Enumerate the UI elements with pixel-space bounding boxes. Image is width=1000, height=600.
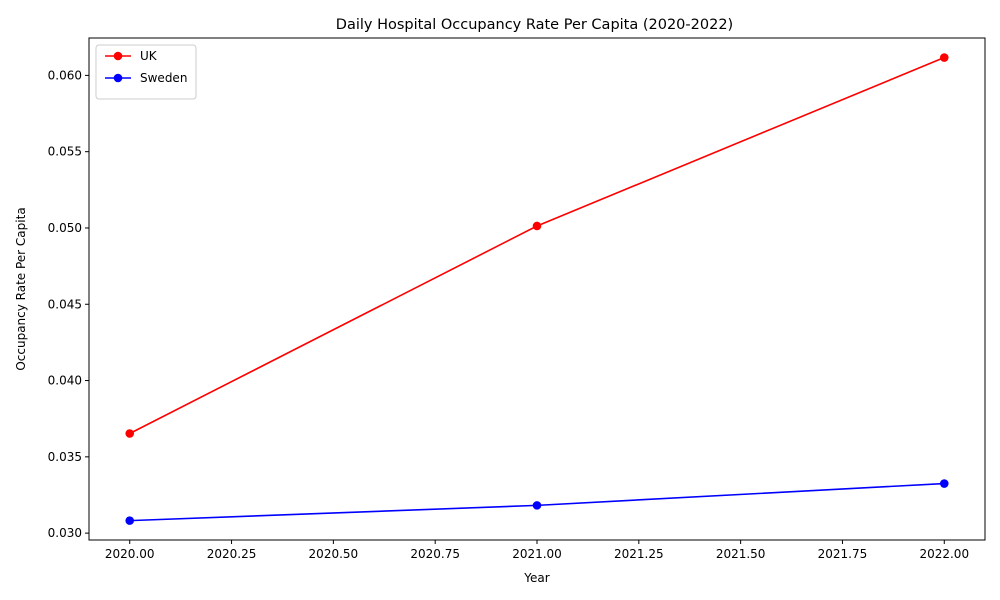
data-point-uk xyxy=(532,221,542,231)
x-axis: 2020.00 2020.25 2020.50 2020.75 2021.00 2021.… xyxy=(105,540,969,561)
legend-swatch-marker xyxy=(113,51,123,61)
data-point-sweden xyxy=(125,516,135,525)
x-tick-label: 2021.50 xyxy=(716,547,766,561)
series-layer xyxy=(125,53,949,525)
y-axis-title: Occupancy Rate Per Capita xyxy=(14,207,28,370)
data-point-sweden xyxy=(939,479,949,488)
y-tick-label: 0.035 xyxy=(48,450,82,464)
y-tick-label: 0.045 xyxy=(48,297,82,311)
legend-swatch-marker xyxy=(113,73,123,83)
x-tick-label: 2020.75 xyxy=(410,547,460,561)
y-tick-label: 0.050 xyxy=(48,221,82,235)
legend-label: Sweden xyxy=(140,71,187,85)
series-line-uk xyxy=(129,56,945,435)
data-point-uk xyxy=(939,53,949,62)
x-tick-label: 2022.00 xyxy=(919,547,969,561)
y-tick-label: 0.055 xyxy=(48,145,82,159)
x-tick-label: 2021.75 xyxy=(818,547,868,561)
data-point-sweden xyxy=(532,501,542,510)
x-tick-label: 2021.25 xyxy=(614,547,664,561)
y-tick-label: 0.060 xyxy=(48,68,82,82)
legend: UK Sweden xyxy=(95,44,197,100)
x-tick-label: 2020.00 xyxy=(105,547,155,561)
chart-title: Daily Hospital Occupancy Rate Per Capita… xyxy=(336,17,733,33)
y-tick-label: 0.040 xyxy=(48,374,82,388)
x-tick-label: 2021.00 xyxy=(512,547,562,561)
data-point-uk xyxy=(125,429,135,438)
plot-area xyxy=(88,37,986,541)
legend-label: UK xyxy=(140,49,158,63)
x-tick-label: 2020.25 xyxy=(207,547,257,561)
y-axis: 0.030 0.035 0.040 0.045 0.050 0.055 0.060 xyxy=(48,68,89,540)
x-tick-label: 2020.50 xyxy=(309,547,359,561)
plot-frame xyxy=(88,37,986,541)
y-tick-label: 0.030 xyxy=(48,526,82,540)
x-axis-title: Year xyxy=(523,571,549,585)
